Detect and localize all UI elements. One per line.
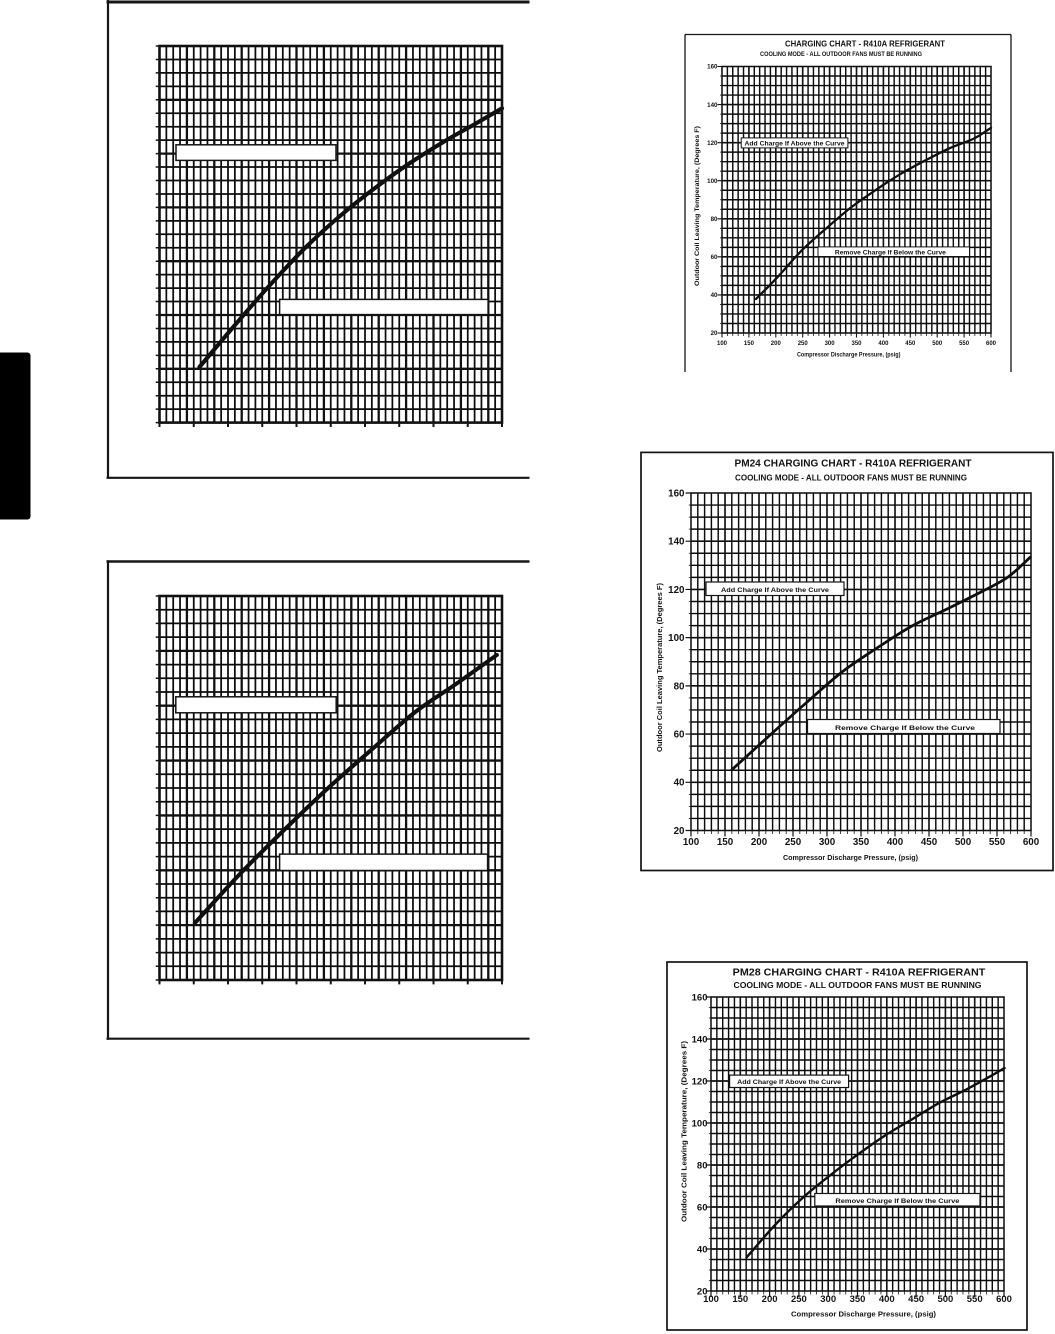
- svg-text:60: 60: [711, 254, 718, 261]
- svg-text:100: 100: [668, 633, 685, 644]
- svg-text:500: 500: [937, 1294, 953, 1305]
- svg-text:600: 600: [986, 341, 997, 347]
- svg-text:300: 300: [820, 1294, 836, 1305]
- svg-text:250: 250: [785, 837, 802, 848]
- svg-text:250: 250: [798, 341, 809, 347]
- svg-text:100: 100: [692, 1118, 708, 1129]
- svg-text:550: 550: [959, 341, 970, 347]
- svg-text:100: 100: [703, 1294, 719, 1305]
- svg-text:400: 400: [887, 837, 904, 848]
- svg-text:COOLING MODE - ALL OUTDOOR FAN: COOLING MODE - ALL OUTDOOR FANS MUST BE …: [760, 52, 922, 58]
- svg-text:140: 140: [668, 537, 685, 548]
- svg-text:150: 150: [717, 837, 734, 848]
- svg-text:400: 400: [879, 1294, 895, 1305]
- svg-text:20: 20: [697, 1286, 708, 1297]
- svg-text:160: 160: [692, 992, 708, 1003]
- svg-text:40: 40: [674, 778, 685, 789]
- svg-text:Remove Charge If Below the Cur: Remove Charge If Below the Curve: [835, 725, 975, 732]
- svg-text:150: 150: [732, 1294, 748, 1305]
- svg-text:160: 160: [707, 64, 718, 71]
- svg-text:PM28 CHARGING CHART - R410A RE: PM28 CHARGING CHART - R410A REFRIGERANT: [733, 968, 986, 979]
- svg-text:550: 550: [989, 837, 1006, 848]
- svg-text:Add Charge If Above the Curve: Add Charge If Above the Curve: [737, 1079, 841, 1086]
- svg-text:200: 200: [762, 1294, 778, 1305]
- svg-text:Outdoor Coil Leaving Temperatu: Outdoor Coil Leaving Temperature, (Degre…: [657, 583, 664, 752]
- svg-text:Compressor Discharge Pressure,: Compressor Discharge Pressure, (psig): [791, 1312, 936, 1319]
- svg-text:Compressor Discharge Pressure,: Compressor Discharge Pressure, (psig): [783, 855, 918, 862]
- svg-text:100: 100: [717, 341, 728, 347]
- svg-text:550: 550: [967, 1294, 983, 1305]
- svg-text:160: 160: [668, 488, 685, 499]
- svg-text:80: 80: [697, 1160, 708, 1171]
- svg-text:80: 80: [711, 216, 718, 223]
- svg-text:Outdoor Coil Leaving Temperatu: Outdoor Coil Leaving Temperature, (Degre…: [680, 1040, 689, 1222]
- svg-text:350: 350: [850, 1294, 866, 1305]
- svg-text:20: 20: [711, 330, 718, 337]
- svg-text:400: 400: [878, 341, 889, 347]
- svg-text:500: 500: [932, 341, 943, 347]
- svg-text:450: 450: [905, 341, 916, 347]
- svg-text:350: 350: [851, 341, 862, 347]
- svg-text:300: 300: [825, 341, 836, 347]
- svg-text:PM24 CHARGING CHART - R410A RE: PM24 CHARGING CHART - R410A REFRIGERANT: [735, 459, 973, 470]
- svg-text:450: 450: [921, 837, 938, 848]
- svg-text:Remove Charge If Below the Cur: Remove Charge If Below the Curve: [835, 250, 947, 257]
- svg-text:Remove Charge If Below the Cur: Remove Charge If Below the Curve: [835, 1198, 959, 1205]
- svg-text:600: 600: [996, 1294, 1012, 1305]
- svg-text:200: 200: [771, 341, 782, 347]
- svg-text:100: 100: [683, 837, 700, 848]
- svg-text:COOLING MODE - ALL OUTDOOR FAN: COOLING MODE - ALL OUTDOOR FANS MUST BE …: [734, 980, 982, 990]
- svg-text:150: 150: [744, 341, 755, 347]
- svg-text:80: 80: [674, 681, 685, 692]
- svg-text:120: 120: [692, 1076, 708, 1087]
- svg-text:120: 120: [668, 585, 685, 596]
- svg-text:Add Charge If Above the Curve: Add Charge If Above the Curve: [745, 140, 846, 147]
- svg-text:40: 40: [697, 1244, 708, 1255]
- svg-text:40: 40: [711, 292, 718, 299]
- svg-text:COOLING MODE - ALL OUTDOOR FAN: COOLING MODE - ALL OUTDOOR FANS MUST BE …: [735, 472, 967, 482]
- svg-text:100: 100: [707, 178, 718, 185]
- svg-text:120: 120: [707, 140, 718, 147]
- svg-text:350: 350: [853, 837, 870, 848]
- svg-text:Add Charge If Above the Curve: Add Charge If Above the Curve: [721, 587, 829, 594]
- svg-text:20: 20: [674, 826, 685, 837]
- svg-text:140: 140: [707, 102, 718, 109]
- svg-text:500: 500: [955, 837, 972, 848]
- svg-text:200: 200: [751, 837, 768, 848]
- svg-text:600: 600: [1023, 837, 1040, 848]
- svg-text:300: 300: [819, 837, 836, 848]
- svg-text:60: 60: [674, 729, 685, 740]
- svg-text:250: 250: [791, 1294, 807, 1305]
- svg-text:450: 450: [908, 1294, 924, 1305]
- svg-text:60: 60: [697, 1202, 708, 1213]
- svg-text:CHARGING CHART - R410A REFRIGE: CHARGING CHART - R410A REFRIGERANT: [785, 39, 945, 49]
- svg-text:Outdoor Coil Leaving Temperatu: Outdoor Coil Leaving Temperature, (Degre…: [695, 126, 701, 286]
- svg-text:140: 140: [692, 1034, 708, 1045]
- svg-text:Compressor Discharge Pressure,: Compressor Discharge Pressure, (psig): [797, 352, 901, 359]
